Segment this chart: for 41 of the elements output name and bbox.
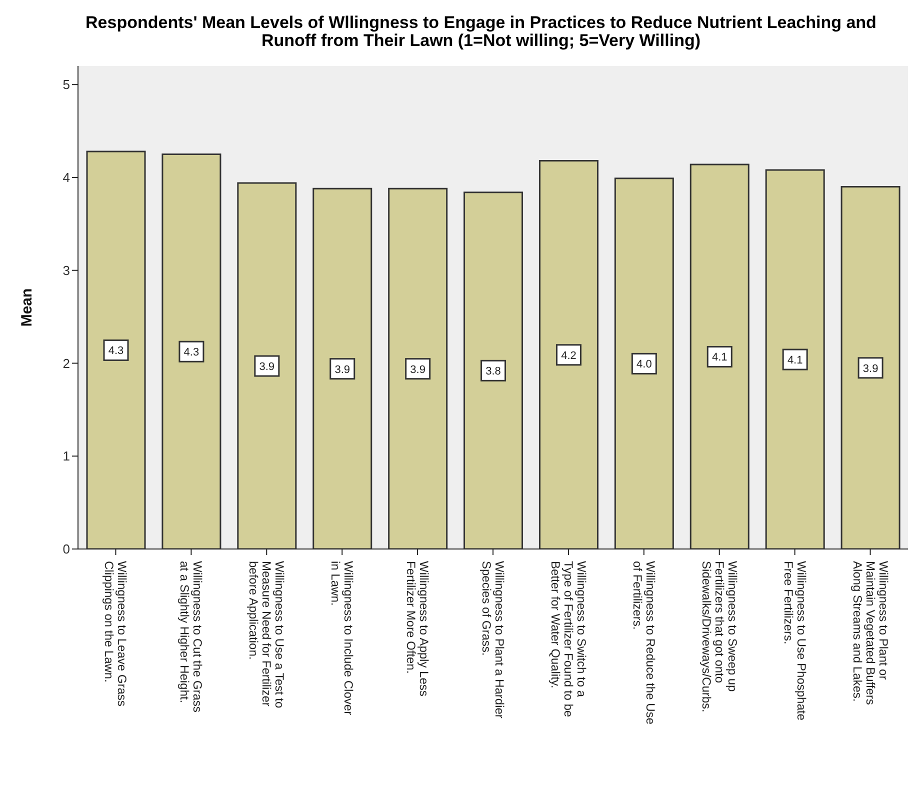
bar bbox=[464, 192, 524, 549]
data-label: 3.8 bbox=[486, 366, 501, 378]
bar bbox=[388, 188, 448, 549]
x-tick-label: Willingness to Reduce the Use of Fertilizers. bbox=[630, 561, 658, 725]
y-tick-label: 5 bbox=[62, 77, 70, 92]
data-label: 3.9 bbox=[862, 362, 878, 375]
bar bbox=[312, 188, 372, 549]
y-tick-label: 2 bbox=[62, 356, 70, 371]
data-label: 4.0 bbox=[636, 358, 652, 371]
y-tick-label: 1 bbox=[62, 448, 70, 464]
y-tick-label: 0 bbox=[62, 542, 70, 557]
bar bbox=[237, 182, 297, 549]
x-tick-label: Willingness to Plant a Hardier Species of Grass. bbox=[480, 561, 506, 718]
bar bbox=[86, 150, 146, 549]
bar bbox=[538, 160, 598, 549]
y-tick-label: 4 bbox=[62, 170, 70, 186]
bar bbox=[765, 169, 825, 549]
data-label: 3.9 bbox=[410, 364, 426, 376]
x-tick-label: Willingness to Use Phosphate Free Fertilizers. bbox=[781, 561, 808, 721]
data-label: 4.3 bbox=[184, 346, 200, 359]
x-tick-label: Willingness to Plant or Maintain Vegetated Buffers Along Streams and Lakes. bbox=[850, 561, 890, 705]
bar bbox=[162, 153, 222, 549]
y-axis-title: Mean bbox=[18, 288, 36, 327]
bar bbox=[840, 186, 900, 549]
bar bbox=[690, 164, 750, 549]
data-label: 4.1 bbox=[712, 352, 728, 364]
chart-title: Respondents' Mean Levels of Wllingness to Engage in Practices to Reduce Nutrient Leaching and Runoff from Their Lawn (1=Not willing; 5=Very Willing) bbox=[84, 12, 878, 52]
x-tick-label: Willingness to Leave Grass Clippings on the Lawn. bbox=[102, 561, 130, 706]
data-label: 3.9 bbox=[259, 361, 275, 374]
x-tick-label: Willingness to Sweep up Fertilizers that got onto Sidewalks/Driveways/Curbs. bbox=[699, 561, 740, 712]
data-label: 4.1 bbox=[787, 354, 803, 367]
x-tick-label: Willingness to Switch to a Type of Fertilizer Found to be Better for Water Quality. bbox=[548, 561, 588, 718]
x-tick-label: Willingness to Include Clover in Lawn. bbox=[328, 561, 356, 716]
x-tick-label: Willingness to Cut the Grass at a Slightly Higher Height. bbox=[178, 561, 205, 712]
data-label: 3.9 bbox=[334, 364, 350, 376]
data-label: 4.3 bbox=[108, 345, 124, 358]
x-tick-label: Willingness to Use a Test to Measure Need for Fertilizer before Application. bbox=[246, 561, 287, 708]
y-tick-label: 3 bbox=[62, 262, 70, 278]
x-tick-label: Willingness to Apply Less Fertilizer More Often. bbox=[404, 561, 432, 696]
data-label: 4.2 bbox=[561, 350, 576, 362]
bar bbox=[614, 178, 674, 549]
